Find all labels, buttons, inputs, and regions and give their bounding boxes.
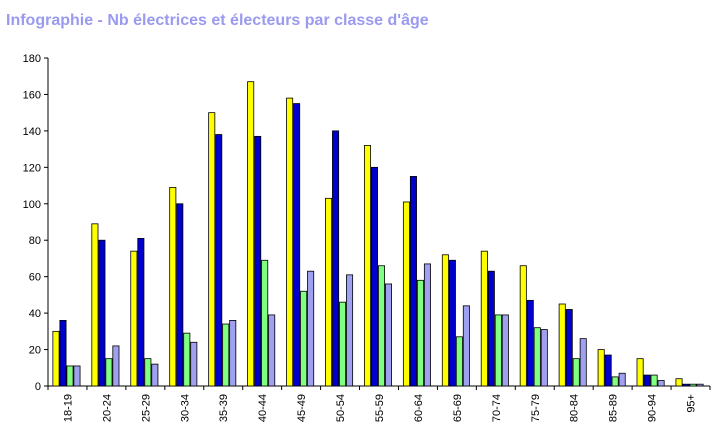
- bar: [98, 239, 106, 387]
- x-tick-label: 80-84: [569, 394, 581, 422]
- y-tick-label: 160: [23, 89, 41, 101]
- x-tick-label: 20-24: [101, 394, 113, 422]
- bar: [91, 223, 99, 387]
- bar: [487, 270, 495, 387]
- x-tick-label: 30-34: [179, 394, 191, 422]
- bar: [558, 303, 566, 387]
- bar: [229, 319, 237, 387]
- bar: [261, 259, 269, 387]
- bar: [597, 349, 605, 387]
- bar: [540, 329, 548, 387]
- bar: [377, 265, 385, 387]
- bar: [650, 374, 658, 387]
- bar: [66, 365, 74, 387]
- bar: [480, 250, 488, 387]
- bar: [130, 250, 138, 387]
- x-tick-label: 40-44: [257, 394, 269, 422]
- bar: [579, 338, 587, 387]
- x-tick-label: 90-94: [647, 394, 659, 422]
- y-tick-label: 140: [23, 126, 41, 138]
- bar: [409, 176, 417, 387]
- x-tick-label: 45-49: [296, 394, 308, 422]
- bar: [462, 305, 470, 387]
- bar: [618, 372, 626, 387]
- bar: [572, 358, 580, 387]
- y-tick-label: 0: [35, 381, 41, 393]
- bar: [604, 354, 612, 387]
- x-tick-label: 25-29: [140, 394, 152, 422]
- bar: [105, 358, 113, 387]
- bar: [636, 358, 644, 387]
- bar: [190, 341, 198, 387]
- bar: [208, 112, 216, 387]
- bar: [402, 201, 410, 387]
- y-tick-label: 60: [29, 272, 41, 284]
- bar: [112, 345, 120, 387]
- x-tick-label: 75-79: [530, 394, 542, 422]
- y-tick-label: 40: [29, 308, 41, 320]
- bar: [682, 383, 690, 387]
- bar: [657, 380, 665, 387]
- y-tick-label: 120: [23, 162, 41, 174]
- x-tick-label: 85-89: [608, 394, 620, 422]
- bar: [137, 237, 145, 387]
- bar: [339, 301, 347, 387]
- y-tick-label: 100: [23, 199, 41, 211]
- bar: [300, 290, 308, 387]
- bar: [533, 327, 541, 387]
- bar: [268, 314, 276, 387]
- bar: [254, 135, 262, 387]
- bar: [416, 279, 424, 387]
- x-tick-label: 65-69: [452, 394, 464, 422]
- bar: [183, 332, 191, 387]
- bar: [384, 283, 392, 387]
- x-tick-label: 35-39: [218, 394, 230, 422]
- bar: [346, 274, 354, 387]
- bar: [526, 299, 534, 387]
- bar: [696, 383, 704, 387]
- bar: [611, 376, 619, 387]
- x-tick-label: 18-19: [62, 394, 74, 422]
- x-tick-label: 50-54: [335, 394, 347, 422]
- bar: [215, 134, 223, 387]
- bar: [176, 203, 184, 387]
- bar: [169, 186, 177, 387]
- bar: [144, 358, 152, 387]
- bar: [325, 197, 333, 387]
- bar: [423, 263, 431, 387]
- bar: [565, 309, 573, 387]
- x-tick-label: 60-64: [413, 394, 425, 422]
- x-tick-label: 95+: [686, 394, 698, 413]
- bar: [501, 314, 509, 387]
- bar: [293, 103, 301, 387]
- bar: [441, 254, 449, 387]
- bar: [448, 259, 456, 387]
- bar: [675, 378, 683, 387]
- bar: [286, 97, 294, 387]
- chart-title: Infographie - Nb électrices et électeurs…: [6, 12, 429, 29]
- y-tick-label: 80: [29, 235, 41, 247]
- bar: [247, 81, 255, 387]
- bar: [307, 270, 315, 387]
- bar: [643, 374, 651, 387]
- bar: [73, 365, 81, 387]
- bar: [455, 336, 463, 387]
- y-tick-label: 180: [23, 53, 41, 65]
- bar: [519, 265, 527, 387]
- bar: [370, 166, 378, 387]
- bar: [689, 383, 697, 387]
- bar: [222, 323, 230, 387]
- bar: [52, 330, 60, 387]
- bar: [332, 130, 340, 387]
- bar: [59, 319, 67, 387]
- bar: [151, 363, 159, 387]
- x-tick-label: 55-59: [374, 394, 386, 422]
- bar: [494, 314, 502, 387]
- x-tick-label: 70-74: [491, 394, 503, 422]
- bar: [363, 145, 371, 387]
- y-tick-label: 20: [29, 345, 41, 357]
